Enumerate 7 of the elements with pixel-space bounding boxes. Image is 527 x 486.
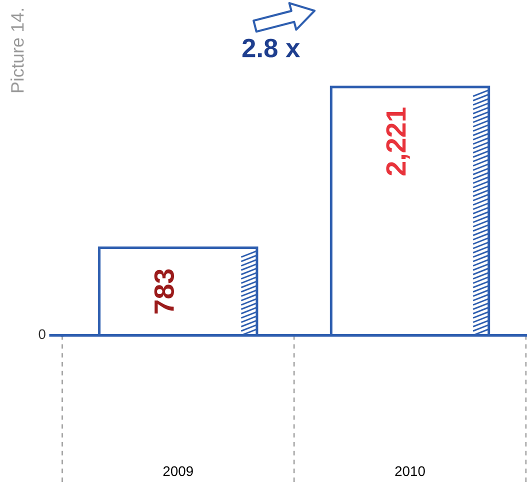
text: 0 <box>38 329 46 340</box>
x-tick-label: 2010 <box>395 466 425 476</box>
x-tick-label: 2009 <box>163 466 193 476</box>
data-label: 783 <box>154 269 174 314</box>
text: 2.8 x <box>242 38 300 58</box>
data-label: 2,221 <box>386 108 410 176</box>
chart-title: Picture 14. <box>10 8 24 92</box>
